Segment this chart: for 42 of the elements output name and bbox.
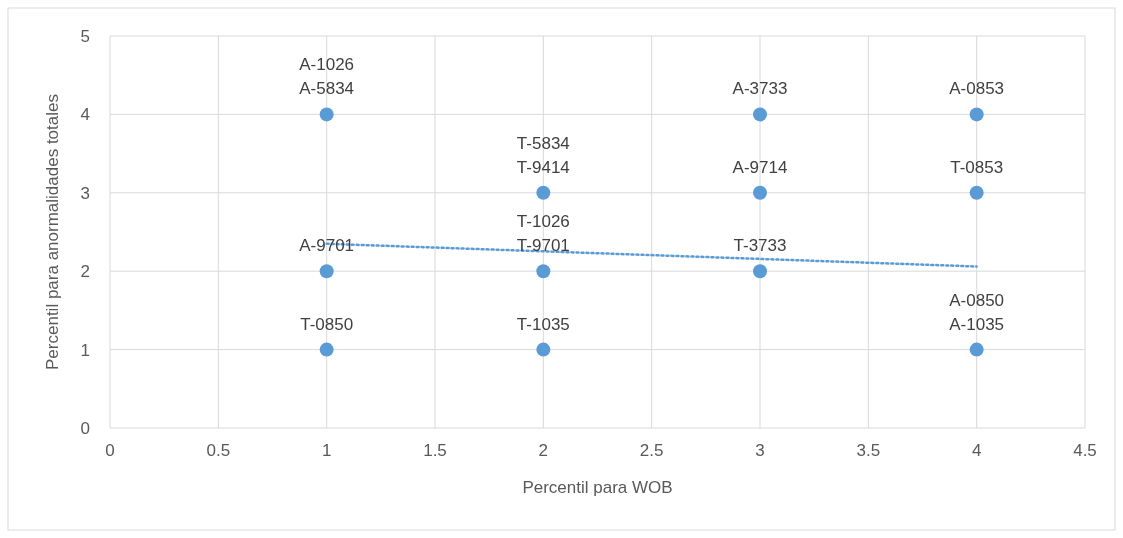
x-tick-label: 0.5 [206, 441, 231, 460]
x-tick-label: 1.5 [423, 441, 447, 460]
point [969, 185, 984, 200]
annotation: T-3733 [733, 236, 787, 256]
y-tick-label: 5 [80, 27, 90, 46]
annotation: A-9701 [299, 236, 355, 256]
annotation: T-0850 [300, 314, 354, 334]
x-tick-label: 3 [755, 441, 765, 460]
annotation: A-0853 [949, 79, 1005, 99]
point [536, 342, 551, 357]
x-tick-label: 4.5 [1073, 441, 1097, 460]
y-tick-label: 1 [80, 340, 90, 360]
point [319, 342, 334, 357]
point [753, 185, 767, 200]
x-tick-label: 3.5 [856, 441, 881, 460]
annotation: T-1035 [516, 314, 570, 334]
point [969, 107, 984, 122]
point [319, 107, 334, 122]
x-tick-label: 2.5 [639, 441, 664, 460]
point [536, 264, 551, 279]
y-tick-label: 4 [80, 105, 90, 125]
y-tick-label: 3 [80, 183, 90, 203]
point [753, 264, 767, 279]
annotation: A-9714 [732, 157, 788, 177]
x-tick-label: 0 [105, 441, 115, 460]
y-tick-label: 0 [80, 419, 90, 438]
annotation: A-1026 A-5834 [299, 55, 355, 99]
point [536, 185, 551, 200]
annotation: A-3733 [732, 79, 788, 99]
point [753, 107, 767, 122]
annotation: T-0853 [950, 157, 1004, 177]
x-tick-label: 1 [321, 441, 332, 460]
y-tick-label: 2 [80, 262, 90, 282]
point [969, 342, 984, 357]
annotation: T-5834 T-9414 [516, 133, 570, 177]
x-tick-label: 4 [971, 441, 982, 460]
point [319, 264, 334, 279]
annotation: T-1026 T-9701 [516, 212, 570, 256]
y-axis-title: Percentil para anormalidades totales [43, 94, 62, 370]
x-axis-title: Percentil para WOB [522, 478, 673, 497]
x-tick-label: 2 [538, 441, 549, 460]
annotation: A-0850 A-1035 [949, 290, 1005, 334]
